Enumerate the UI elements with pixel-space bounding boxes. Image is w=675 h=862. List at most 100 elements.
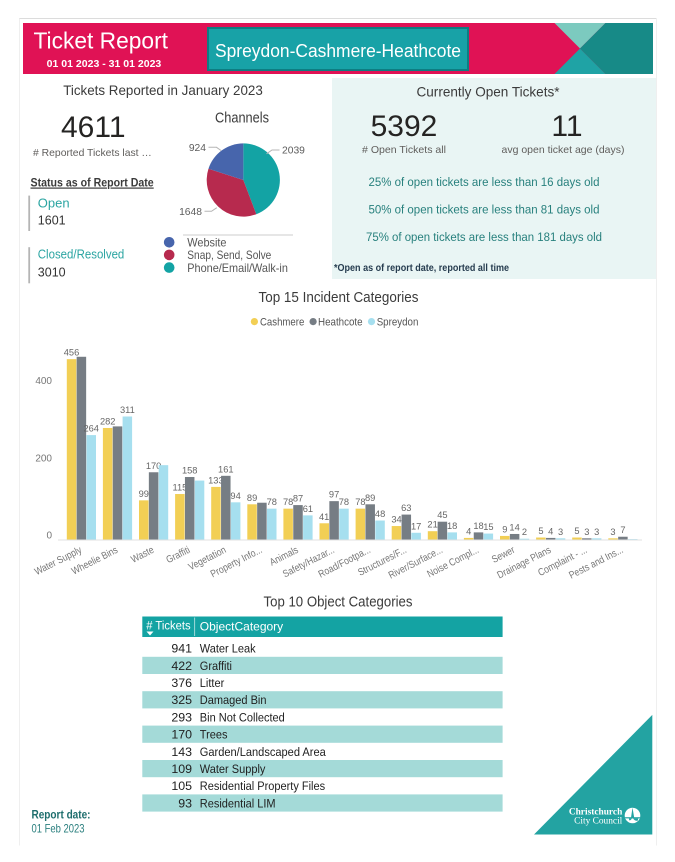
svg-text:75% of open tickets are less t: 75% of open tickets are less than 181 da…	[366, 230, 602, 244]
svg-text:3010: 3010	[38, 266, 66, 280]
svg-text:41: 41	[319, 512, 329, 522]
svg-text:Snap, Send, Solve: Snap, Send, Solve	[187, 248, 271, 262]
svg-text:99: 99	[139, 489, 149, 499]
svg-text:Litter: Litter	[200, 676, 225, 690]
svg-text:3: 3	[610, 527, 615, 537]
svg-text:Spreydon: Spreydon	[377, 316, 419, 328]
svg-text:87: 87	[293, 494, 303, 504]
svg-text:17: 17	[411, 521, 421, 531]
svg-text:2039: 2039	[282, 146, 305, 157]
svg-text:Cashmere: Cashmere	[260, 316, 304, 328]
svg-text:133: 133	[208, 475, 224, 485]
svg-text:93: 93	[178, 796, 192, 810]
svg-text:Currently Open Tickets*: Currently Open Tickets*	[417, 84, 561, 100]
svg-text:78: 78	[267, 497, 277, 507]
svg-text:1601: 1601	[38, 214, 66, 228]
svg-text:Heathcote: Heathcote	[318, 316, 363, 328]
svg-text:9: 9	[502, 524, 507, 534]
svg-text:94: 94	[230, 491, 240, 501]
svg-text:01 Feb 2023: 01 Feb 2023	[32, 822, 85, 836]
svg-text:3: 3	[584, 527, 589, 537]
svg-text:3: 3	[558, 527, 563, 537]
svg-text:48: 48	[375, 509, 385, 519]
svg-text:456: 456	[64, 348, 80, 358]
svg-text:# Open Tickets all: # Open Tickets all	[362, 144, 446, 156]
svg-text:21: 21	[427, 520, 437, 530]
svg-text:avg open ticket age (days): avg open ticket age (days)	[502, 144, 625, 156]
svg-text:109: 109	[171, 762, 192, 776]
svg-text:18: 18	[447, 521, 457, 531]
svg-text:0: 0	[46, 531, 52, 542]
svg-text:Website: Website	[187, 236, 226, 250]
svg-text:105: 105	[171, 779, 192, 793]
svg-text:Open: Open	[38, 196, 70, 211]
svg-text:97: 97	[329, 490, 339, 500]
svg-text:400: 400	[35, 376, 52, 387]
svg-text:376: 376	[171, 676, 192, 690]
svg-text:5: 5	[538, 526, 543, 536]
svg-text:170: 170	[146, 461, 162, 471]
svg-text:5: 5	[574, 526, 579, 536]
svg-text:01 01 2023 - 31 01 2023: 01 01 2023 - 31 01 2023	[47, 58, 162, 70]
svg-text:18: 18	[473, 521, 483, 531]
svg-text:143: 143	[171, 745, 192, 759]
svg-text:Tickets Reported in January 20: Tickets Reported in January 2023	[63, 83, 263, 98]
svg-text:311: 311	[120, 405, 135, 415]
svg-text:14: 14	[509, 523, 519, 533]
svg-text:63: 63	[401, 503, 411, 513]
svg-text:Damaged Bin: Damaged Bin	[200, 693, 267, 707]
svg-text:11: 11	[551, 110, 582, 143]
svg-text:Ticket Report: Ticket Report	[34, 28, 169, 54]
svg-text:7: 7	[620, 525, 625, 535]
svg-text:Bin Not Collected: Bin Not Collected	[200, 710, 285, 724]
svg-text:City Council: City Council	[574, 817, 623, 827]
svg-text:Closed/Resolved: Closed/Resolved	[38, 246, 125, 261]
svg-text:Report date:: Report date:	[32, 808, 91, 822]
svg-text:*Open as of report date, repor: *Open as of report date, reported all ti…	[334, 263, 509, 274]
svg-text:89: 89	[247, 493, 257, 503]
svg-text:89: 89	[365, 493, 375, 503]
svg-text:Status as of Report Date: Status as of Report Date	[31, 176, 154, 190]
svg-text:34: 34	[391, 515, 401, 525]
svg-text:78: 78	[355, 497, 365, 507]
svg-text:# Reported Tickets last …: # Reported Tickets last …	[33, 147, 152, 159]
svg-text:Residential Property Files: Residential Property Files	[200, 779, 325, 793]
svg-text:5392: 5392	[371, 110, 438, 143]
svg-text:Graffiti: Graffiti	[200, 659, 232, 673]
svg-text:Trees: Trees	[200, 728, 228, 742]
svg-text:78: 78	[283, 497, 293, 507]
svg-text:Residential LIM: Residential LIM	[200, 796, 276, 810]
svg-text:282: 282	[100, 417, 116, 427]
svg-text:3: 3	[594, 527, 599, 537]
svg-text:1648: 1648	[179, 207, 202, 218]
svg-text:Waste: Waste	[129, 545, 156, 566]
svg-text:ObjectCategory: ObjectCategory	[200, 620, 283, 634]
svg-text:200: 200	[35, 454, 52, 465]
svg-text:Phone/Email/Walk-in: Phone/Email/Walk-in	[187, 261, 288, 275]
svg-text:158: 158	[182, 466, 198, 476]
svg-text:161: 161	[218, 464, 234, 474]
svg-text:4: 4	[548, 526, 553, 536]
svg-text:Garden/Landscaped Area: Garden/Landscaped Area	[200, 745, 326, 759]
svg-text:941: 941	[171, 642, 192, 656]
svg-text:Spreydon-Cashmere-Heathcote: Spreydon-Cashmere-Heathcote	[215, 41, 461, 61]
svg-text:422: 422	[171, 659, 192, 673]
svg-text:15: 15	[483, 522, 493, 532]
svg-text:4: 4	[466, 526, 471, 536]
svg-text:78: 78	[339, 497, 349, 507]
svg-text:Water Leak: Water Leak	[200, 642, 257, 656]
svg-text:2: 2	[522, 527, 527, 537]
svg-text:264: 264	[83, 424, 99, 434]
svg-text:293: 293	[171, 710, 192, 724]
svg-text:4611: 4611	[61, 111, 126, 144]
svg-text:Top 10 Object Categories: Top 10 Object Categories	[264, 595, 413, 611]
svg-text:Water Supply: Water Supply	[200, 762, 266, 776]
svg-text:61: 61	[303, 504, 313, 514]
svg-text:# Tickets: # Tickets	[146, 621, 191, 633]
svg-text:Top 15 Incident Categories: Top 15 Incident Categories	[259, 290, 419, 306]
svg-text:Channels: Channels	[215, 111, 269, 127]
svg-text:Christchurch: Christchurch	[569, 808, 623, 818]
svg-text:924: 924	[189, 143, 206, 154]
svg-text:45: 45	[437, 510, 447, 520]
svg-text:25% of open tickets are less t: 25% of open tickets are less than 16 day…	[369, 175, 600, 189]
